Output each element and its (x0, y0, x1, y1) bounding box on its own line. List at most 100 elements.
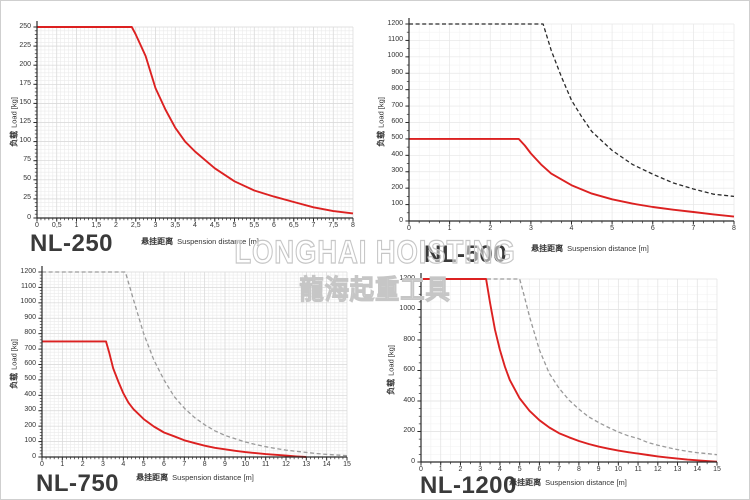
y-tick-label: 800 (391, 85, 403, 93)
y-tick-label: 0 (399, 216, 403, 224)
x-tick-label: 11 (634, 466, 642, 473)
y-tick-label: 300 (391, 167, 403, 175)
x-tick-label: 7,5 (328, 222, 339, 229)
chart-title: NL-500 (424, 241, 508, 268)
x-tick-label: 6 (537, 466, 542, 473)
x-tick-label: 2 (458, 466, 463, 473)
x-tick-label: 4 (569, 225, 574, 232)
x-tick-label: 1 (438, 466, 443, 473)
x-tick-label: 3 (153, 222, 158, 229)
curve-capacity_solid (409, 137, 735, 218)
x-tick-label: 8 (202, 461, 207, 468)
x-axis-label-cn: 悬挂距离 (141, 237, 174, 246)
y-tick-label: 600 (403, 366, 415, 373)
y-tick-label: 225 (19, 41, 31, 49)
x-tick-label: 9 (223, 461, 227, 468)
x-tick-label: 3,5 (170, 222, 181, 229)
x-tick-label: 6 (162, 461, 166, 468)
x-tick-label: 5 (232, 222, 237, 229)
y-tick-label: 100 (391, 200, 403, 208)
chart-title: NL-1200 (420, 472, 517, 499)
y-tick-label: 150 (19, 98, 31, 106)
x-tick-label: 1,5 (91, 222, 102, 229)
y-axis-label-cn: 负载 (386, 378, 396, 395)
x-tick-label: 2 (80, 461, 85, 468)
y-tick-label: 175 (19, 79, 31, 87)
y-tick-label: 500 (391, 134, 403, 142)
x-tick-label: 5 (141, 461, 146, 468)
y-tick-label: 1200 (20, 267, 36, 275)
y-tick-label: 0 (32, 452, 36, 460)
curve-capacity_dashed (409, 23, 735, 198)
x-tick-label: 5,5 (249, 222, 260, 229)
y-tick-label: 1100 (20, 282, 36, 290)
y-tick-label: 700 (24, 344, 36, 352)
plot-area (417, 273, 718, 466)
y-tick-label: 125 (19, 118, 31, 125)
x-tick-label: 0 (40, 461, 44, 468)
y-tick-label: 600 (391, 118, 403, 125)
x-tick-label: 5 (610, 225, 615, 232)
x-tick-label: 10 (614, 466, 623, 473)
x-tick-label: 4 (121, 461, 126, 468)
x-tick-label: 6 (650, 225, 655, 232)
x-tick-label: 7 (182, 461, 187, 468)
x-tick-label: 0 (35, 222, 39, 229)
y-tick-label: 1200 (387, 19, 403, 27)
x-tick-label: 9 (596, 466, 601, 473)
x-tick-label: 15 (343, 461, 351, 468)
x-axis-label: 悬挂距离 Suspension distance [m] (141, 236, 259, 247)
x-tick-label: 2 (114, 222, 118, 229)
x-tick-label: 3 (478, 466, 483, 473)
x-axis-label: 悬挂距离 Suspension distance [m] (136, 472, 254, 483)
y-tick-label: 300 (24, 406, 36, 414)
y-tick-label: 1000 (20, 298, 36, 306)
x-tick-label: 12 (653, 466, 662, 473)
x-tick-label: 1 (60, 461, 65, 468)
plot-area (38, 266, 348, 461)
y-tick-label: 700 (391, 101, 403, 109)
x-tick-label: 4,5 (209, 222, 220, 229)
x-tick-label: 4 (193, 222, 197, 229)
x-tick-label: 8 (576, 466, 581, 473)
x-tick-label: 13 (673, 466, 682, 473)
y-tick-label: 800 (24, 329, 36, 337)
x-tick-label: 1 (74, 222, 79, 229)
y-tick-label: 0 (411, 457, 415, 465)
y-tick-label: 1200 (399, 274, 415, 282)
x-tick-label: 8 (351, 222, 355, 229)
x-tick-label: 13 (302, 461, 311, 468)
curve-capacity_solid (42, 340, 307, 458)
plot-area (33, 21, 354, 222)
x-tick-label: 0 (419, 466, 423, 473)
x-tick-label: 4 (497, 466, 502, 473)
y-tick-label: 100 (24, 437, 36, 445)
y-tick-label: 1100 (387, 35, 403, 43)
y-tick-label: 1000 (387, 52, 403, 60)
x-tick-label: 2,5 (130, 222, 141, 229)
x-tick-label: 5 (517, 466, 522, 473)
x-tick-label: 14 (693, 466, 702, 473)
x-tick-label: 14 (322, 461, 331, 468)
y-tick-label: 100 (19, 137, 31, 145)
chart-title: NL-750 (36, 470, 120, 497)
x-tick-label: 0,5 (51, 222, 62, 229)
x-tick-label: 6,5 (288, 222, 299, 229)
y-tick-label: 200 (24, 421, 36, 429)
y-tick-label: 50 (23, 175, 31, 183)
y-tick-label: 400 (391, 150, 403, 158)
x-tick-label: 6 (272, 222, 276, 229)
x-tick-label: 8 (732, 225, 736, 232)
y-tick-label: 800 (403, 335, 415, 343)
y-tick-label: 0 (27, 213, 31, 221)
y-tick-label: 75 (23, 156, 31, 164)
curve-capacity_solid (421, 278, 718, 463)
plot-area (405, 18, 735, 225)
y-tick-label: 200 (19, 60, 31, 68)
x-tick-label: 11 (262, 461, 270, 468)
x-tick-label: 12 (282, 461, 290, 468)
chart-title: NL-250 (30, 230, 114, 257)
y-tick-label: 900 (24, 313, 36, 321)
y-tick-label: 400 (403, 396, 415, 404)
y-tick-label: 600 (24, 360, 36, 367)
